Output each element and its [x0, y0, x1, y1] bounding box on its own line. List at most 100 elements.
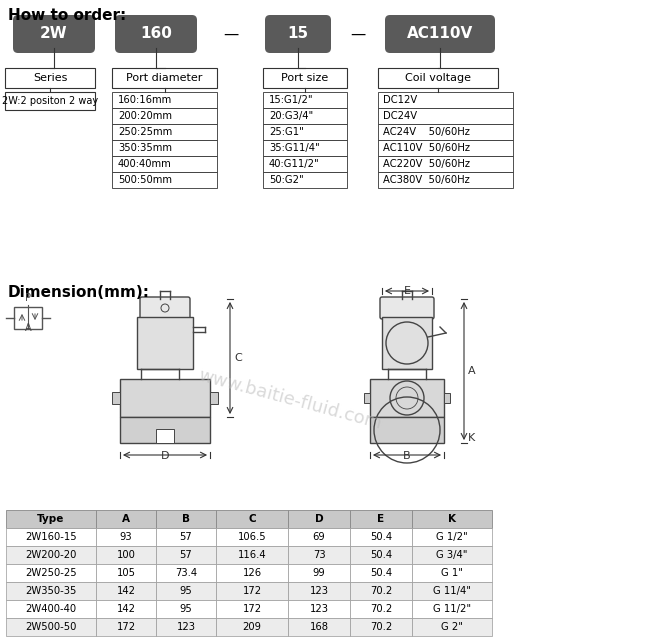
Text: 40:G11/2": 40:G11/2" — [269, 159, 320, 169]
Text: B: B — [182, 514, 190, 524]
Bar — [5, 92, 95, 110]
Bar — [216, 618, 288, 636]
Text: 168: 168 — [309, 622, 328, 632]
Text: 123: 123 — [309, 604, 328, 614]
Text: DC12V: DC12V — [383, 95, 417, 105]
Bar — [216, 564, 288, 582]
Text: G 11/2": G 11/2" — [433, 604, 471, 614]
Text: AC110V: AC110V — [407, 26, 473, 42]
Text: 73: 73 — [313, 550, 325, 560]
Bar — [112, 92, 217, 108]
Bar — [6, 546, 96, 564]
Bar — [263, 108, 347, 124]
Text: 69: 69 — [313, 532, 326, 542]
Text: 70.2: 70.2 — [370, 604, 392, 614]
Bar — [370, 417, 444, 443]
Text: 99: 99 — [313, 568, 326, 578]
Text: —: — — [224, 26, 239, 42]
Text: 95: 95 — [179, 586, 192, 596]
Text: D: D — [161, 451, 169, 461]
Text: 172: 172 — [242, 586, 261, 596]
Text: 126: 126 — [242, 568, 261, 578]
Text: Port size: Port size — [281, 73, 329, 83]
Bar — [112, 156, 217, 172]
Bar — [216, 546, 288, 564]
Text: 172: 172 — [242, 604, 261, 614]
Text: 50:G2": 50:G2" — [269, 175, 304, 185]
Bar — [378, 172, 513, 188]
Text: 93: 93 — [120, 532, 133, 542]
Bar — [112, 108, 217, 124]
Bar — [5, 68, 95, 88]
Bar — [96, 618, 156, 636]
Text: 106.5: 106.5 — [238, 532, 266, 542]
Bar — [382, 317, 432, 369]
Bar — [6, 600, 96, 618]
Bar — [288, 600, 350, 618]
Bar — [412, 582, 492, 600]
Bar — [112, 68, 217, 88]
FancyBboxPatch shape — [380, 297, 434, 319]
Bar — [412, 600, 492, 618]
Bar — [216, 582, 288, 600]
Bar — [96, 582, 156, 600]
Text: 70.2: 70.2 — [370, 622, 392, 632]
Bar — [96, 510, 156, 528]
Bar — [412, 564, 492, 582]
Bar — [216, 528, 288, 546]
Text: www.baitie-fluid.com: www.baitie-fluid.com — [196, 367, 384, 433]
Bar — [288, 546, 350, 564]
Bar — [378, 156, 513, 172]
Text: Port diameter: Port diameter — [126, 73, 203, 83]
Bar — [210, 392, 218, 404]
Text: 250:25mm: 250:25mm — [118, 127, 172, 137]
Text: 100: 100 — [116, 550, 135, 560]
Text: K: K — [468, 433, 475, 443]
Text: G 11/4": G 11/4" — [433, 586, 471, 596]
Bar — [156, 528, 216, 546]
Bar — [156, 618, 216, 636]
Bar — [350, 510, 412, 528]
Text: —: — — [350, 26, 365, 42]
Text: A: A — [25, 323, 31, 333]
Text: C: C — [234, 353, 242, 363]
Bar — [288, 618, 350, 636]
Text: DC24V: DC24V — [383, 111, 417, 121]
Text: Series: Series — [32, 73, 67, 83]
Text: 73.4: 73.4 — [175, 568, 197, 578]
Bar — [288, 510, 350, 528]
Text: 57: 57 — [179, 550, 192, 560]
Text: Dimension(mm):: Dimension(mm): — [8, 285, 150, 300]
Bar — [96, 564, 156, 582]
Bar — [370, 379, 444, 417]
Text: 142: 142 — [116, 604, 135, 614]
Bar — [96, 528, 156, 546]
Bar — [263, 68, 347, 88]
Bar — [378, 140, 513, 156]
Text: K: K — [448, 514, 456, 524]
Text: Type: Type — [37, 514, 65, 524]
Text: C: C — [248, 514, 256, 524]
Bar — [350, 600, 412, 618]
Bar — [216, 510, 288, 528]
Bar — [412, 510, 492, 528]
Text: P: P — [25, 293, 31, 303]
Text: 116.4: 116.4 — [238, 550, 266, 560]
Bar — [350, 546, 412, 564]
Text: G 3/4": G 3/4" — [436, 550, 468, 560]
Text: Coil voltage: Coil voltage — [405, 73, 471, 83]
Text: 15: 15 — [287, 26, 309, 42]
Text: A: A — [122, 514, 130, 524]
Text: E: E — [378, 514, 385, 524]
Bar — [263, 92, 347, 108]
Text: 2W350-35: 2W350-35 — [25, 586, 77, 596]
Text: 2W:2 positon 2 way: 2W:2 positon 2 way — [2, 96, 98, 106]
FancyBboxPatch shape — [13, 15, 95, 53]
Bar — [156, 600, 216, 618]
Bar — [120, 417, 210, 443]
Text: 160:16mm: 160:16mm — [118, 95, 172, 105]
Text: D: D — [315, 514, 323, 524]
Text: How to order:: How to order: — [8, 8, 126, 23]
Bar — [263, 172, 347, 188]
Bar — [112, 124, 217, 140]
